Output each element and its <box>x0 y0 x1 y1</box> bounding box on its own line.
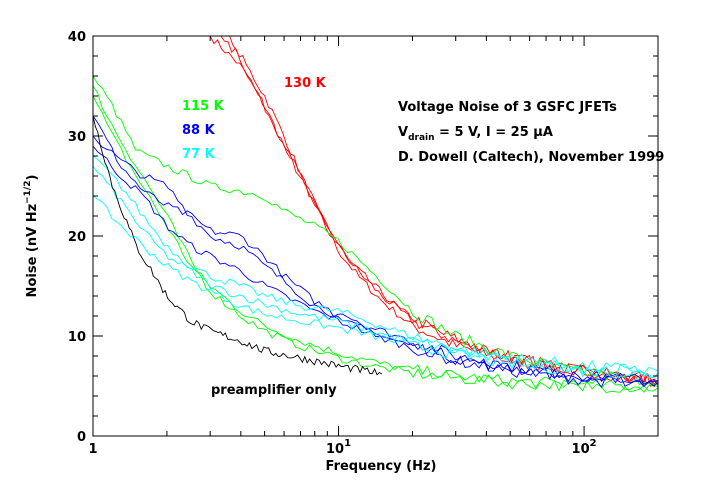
y-tick-label: 10 <box>68 330 86 345</box>
series-line-7 <box>93 135 658 388</box>
series-line-4 <box>93 95 658 393</box>
chart-subtitle-author: D. Dowell (Caltech), November 1999 <box>398 150 664 165</box>
y-axis-label: Noise (nV Hz−1/2) <box>23 175 40 298</box>
series-line-10 <box>93 165 658 379</box>
subtitle-v: V <box>398 125 408 140</box>
series-line-5 <box>93 85 658 394</box>
label-88k: 88 K <box>182 123 216 138</box>
series-line-11 <box>93 195 658 379</box>
series-line-9 <box>93 155 658 375</box>
chart-subtitle-conditions: Vdrain = 5 V, I = 25 μA <box>398 125 553 143</box>
x-tick-label: 101 <box>326 438 351 457</box>
y-tick-label: 20 <box>68 230 86 245</box>
series-line-12 <box>93 115 383 376</box>
label-130k: 130 K <box>284 76 327 91</box>
y-axis-label-main: Noise (nV Hz <box>25 204 40 298</box>
y-axis-label-sup: −1/2 <box>23 181 33 204</box>
x-axis-label: Frequency (Hz) <box>326 459 437 474</box>
subtitle-rest: = 5 V, I = 25 μA <box>435 125 553 140</box>
y-tick-label: 30 <box>68 130 86 145</box>
label-115k: 115 K <box>182 99 225 114</box>
label-preamplifier: preamplifier only <box>211 383 337 398</box>
subtitle-sub: drain <box>408 133 434 143</box>
y-axis-label-end: ) <box>25 175 40 181</box>
y-tick-label: 40 <box>68 30 86 45</box>
series-layer <box>93 36 658 394</box>
series-line-6 <box>93 115 658 385</box>
label-77k: 77 K <box>182 147 216 162</box>
axis-ticks: 0 10 20 30 40 1 101 102 <box>68 30 659 457</box>
x-tick-label: 1 <box>88 442 97 457</box>
series-line-1 <box>217 36 658 385</box>
series-line-8 <box>93 145 658 388</box>
chart-title: Voltage Noise of 3 GSFC JFETs <box>398 100 617 115</box>
x-tick-label: 102 <box>572 438 597 457</box>
y-tick-label: 0 <box>77 430 86 445</box>
series-line-3 <box>93 75 658 387</box>
